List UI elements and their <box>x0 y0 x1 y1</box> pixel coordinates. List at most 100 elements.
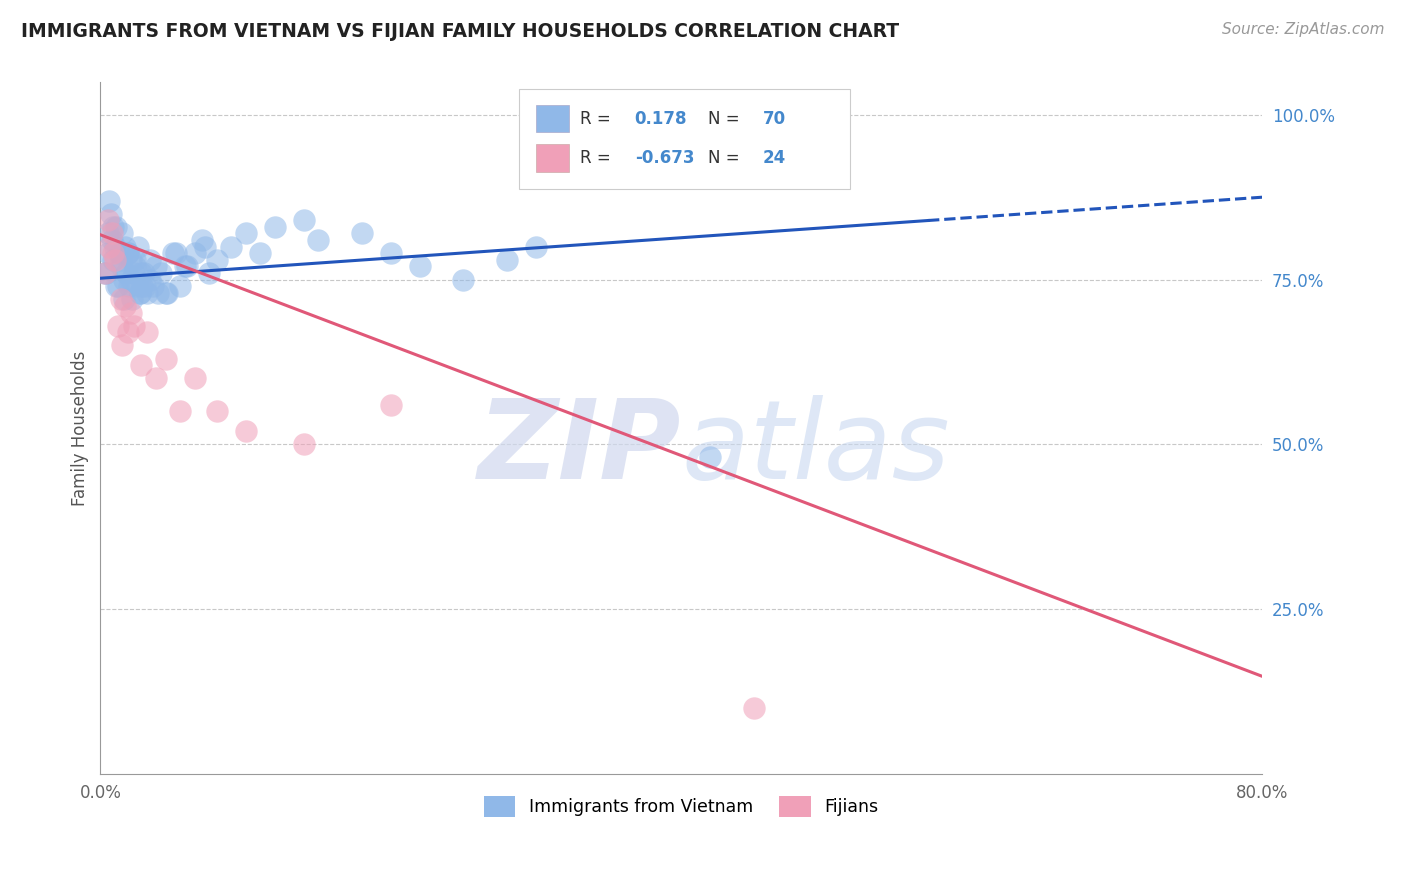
Point <box>292 213 315 227</box>
Point <box>93 266 115 280</box>
Point <box>165 246 187 260</box>
Point <box>409 260 432 274</box>
Point <box>205 404 228 418</box>
Point <box>112 272 135 286</box>
Point <box>120 252 142 267</box>
Point <box>380 246 402 260</box>
Point <box>150 266 173 280</box>
Point <box>108 246 131 260</box>
Point <box>135 285 157 300</box>
Point <box>104 252 127 267</box>
Y-axis label: Family Households: Family Households <box>72 351 89 506</box>
Point <box>132 266 155 280</box>
Point <box>97 213 120 227</box>
Point <box>104 239 127 253</box>
Point <box>191 233 214 247</box>
Point <box>112 293 135 307</box>
Point <box>107 318 129 333</box>
Text: -0.673: -0.673 <box>634 149 695 167</box>
Point <box>120 305 142 319</box>
Point <box>148 285 170 300</box>
FancyBboxPatch shape <box>536 145 568 172</box>
Point <box>176 260 198 274</box>
Point <box>249 246 271 260</box>
Point <box>184 371 207 385</box>
Point <box>524 239 547 253</box>
Point <box>129 266 152 280</box>
Point <box>107 279 129 293</box>
Text: atlas: atlas <box>681 395 950 502</box>
Point <box>118 279 141 293</box>
Point <box>145 260 167 274</box>
Point <box>97 227 120 241</box>
Point <box>114 299 136 313</box>
Point <box>350 227 373 241</box>
Point <box>97 246 120 260</box>
Point <box>138 252 160 267</box>
Point <box>292 437 315 451</box>
Point <box>101 227 124 241</box>
Point <box>128 285 150 300</box>
Text: N =: N = <box>707 110 740 128</box>
Point <box>235 227 257 241</box>
Point <box>117 246 139 260</box>
Point <box>122 266 145 280</box>
Point <box>205 252 228 267</box>
Point <box>110 260 132 274</box>
Point <box>105 279 128 293</box>
Point <box>105 219 128 234</box>
Point <box>125 279 148 293</box>
Point <box>115 266 138 280</box>
Point <box>101 233 124 247</box>
Point <box>110 252 132 267</box>
Point <box>263 219 285 234</box>
Point <box>699 450 721 465</box>
Point <box>138 272 160 286</box>
Point <box>127 239 149 253</box>
Point <box>307 233 329 247</box>
Point <box>198 266 221 280</box>
Point <box>98 194 121 208</box>
Point <box>184 246 207 260</box>
Legend: Immigrants from Vietnam, Fijians: Immigrants from Vietnam, Fijians <box>477 789 886 824</box>
Point <box>110 293 132 307</box>
Point <box>235 424 257 438</box>
Point <box>93 266 115 280</box>
Text: 0.178: 0.178 <box>634 110 688 128</box>
Point <box>117 246 139 260</box>
Point <box>114 239 136 253</box>
Point <box>111 338 134 352</box>
Point <box>380 398 402 412</box>
Point <box>117 326 139 340</box>
Point <box>131 279 153 293</box>
Point <box>142 279 165 293</box>
Point <box>496 252 519 267</box>
Point <box>122 318 145 333</box>
Point <box>742 701 765 715</box>
Point <box>135 326 157 340</box>
Point <box>155 285 177 300</box>
Text: ZIP: ZIP <box>478 395 681 502</box>
Point <box>111 227 134 241</box>
Point <box>124 252 146 267</box>
Point <box>124 260 146 274</box>
Point <box>103 246 125 260</box>
FancyBboxPatch shape <box>536 104 568 132</box>
Point <box>173 260 195 274</box>
Point <box>134 279 156 293</box>
Point <box>120 272 142 286</box>
Point <box>128 285 150 300</box>
Text: N =: N = <box>707 149 740 167</box>
Point <box>162 246 184 260</box>
FancyBboxPatch shape <box>519 89 849 189</box>
Point <box>98 239 121 253</box>
Point <box>453 272 475 286</box>
Point <box>103 219 125 234</box>
Text: 70: 70 <box>762 110 786 128</box>
Point <box>169 404 191 418</box>
Point <box>129 358 152 372</box>
Point <box>219 239 242 253</box>
Point <box>96 266 118 280</box>
Point <box>145 371 167 385</box>
Point <box>155 351 177 366</box>
